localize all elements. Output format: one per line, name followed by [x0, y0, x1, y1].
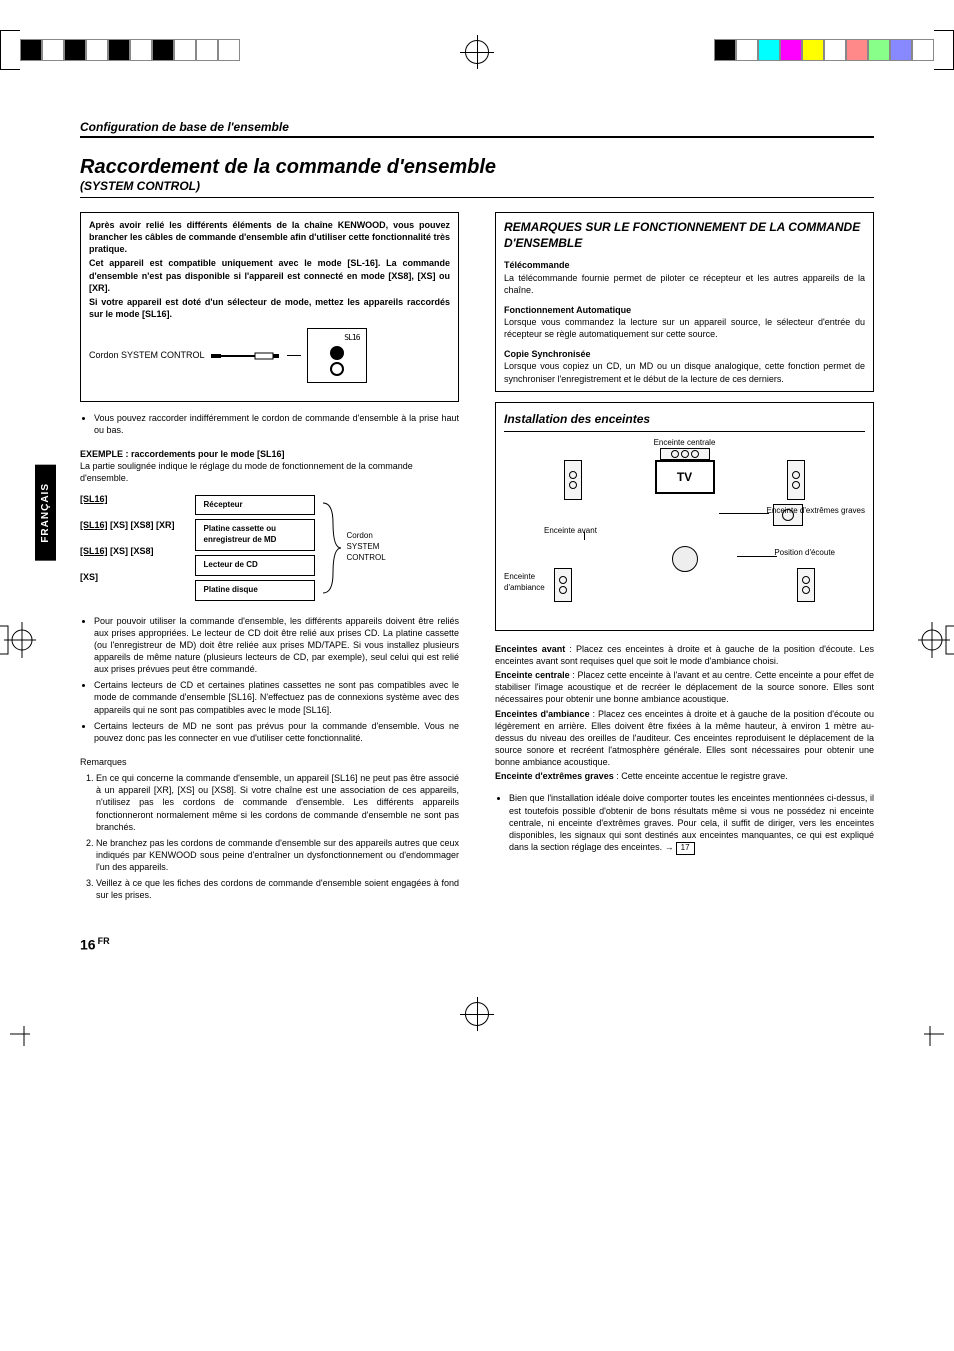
crop-marks-top — [0, 0, 954, 80]
right-remarks-box: REMARQUES SUR LE FONCTIONNEMENT DE LA CO… — [495, 212, 874, 392]
body-text: Lorsque vous commandez la lecture sur un… — [504, 316, 865, 340]
center-speaker-icon — [660, 448, 710, 460]
sub-heading: Copie Synchronisée — [504, 348, 865, 360]
crop-marks-bottom — [0, 992, 954, 1052]
bracket-icon — [321, 493, 341, 603]
bullet-item: Certains lecteurs de MD ne sont pas prév… — [94, 720, 459, 744]
page-number: 16FR — [80, 936, 874, 953]
page-ref-icon: 17 — [676, 842, 695, 855]
speaker-paragraph: Enceinte centrale : Placez cette enceint… — [495, 669, 874, 705]
intro-p1: Après avoir relié les différents élément… — [89, 219, 450, 255]
page-subtitle: (SYSTEM CONTROL) — [80, 179, 874, 193]
surround-right-speaker-icon — [797, 568, 815, 602]
final-bullet: Bien que l'installation idéale doive com… — [509, 792, 874, 854]
example-box-tape: Platine cassette ou enregistreur de MD — [195, 519, 315, 551]
intro-p3: Si votre appareil est doté d'un sélecteu… — [89, 296, 450, 320]
right-column: REMARQUES SUR LE FONCTIONNEMENT DE LA CO… — [495, 212, 874, 906]
cord-label: Cordon SYSTEM CONTROL — [89, 349, 205, 361]
example-conn-label: Cordon SYSTEM CONTROL — [347, 531, 397, 563]
front-left-speaker-icon — [564, 460, 582, 500]
example-heading: EXEMPLE : raccordements pour le mode [SL… — [80, 448, 459, 460]
intro-box: Après avoir relié les différents élément… — [80, 212, 459, 402]
tv-icon: TV — [655, 460, 715, 494]
sub-heading: Fonctionnement Automatique — [504, 304, 865, 316]
example-diagram: [SL16] [SL16] [XS] [XS8] [XR] [SL16] [XS… — [80, 493, 459, 603]
example-box-cd: Lecteur de CD — [195, 555, 315, 576]
example-text: La partie soulignée indique le réglage d… — [80, 460, 459, 484]
speaker-paragraph: Enceinte d'extrêmes graves : Cette encei… — [495, 770, 874, 782]
sl16-jack-box: SL16 — [307, 328, 367, 383]
speaker-install-box: Installation des enceintes Enceinte cent… — [495, 402, 874, 631]
speaker-diagram: Enceinte centrale TV Enceinte d'extrêmes… — [504, 438, 865, 618]
remark-item: Veillez à ce que les fiches des cordons … — [96, 877, 459, 901]
remarks-heading: Remarques — [80, 756, 459, 768]
registration-mark-top — [465, 40, 489, 64]
section-heading: REMARQUES SUR LE FONCTIONNEMENT DE LA CO… — [504, 219, 865, 251]
section-heading: Installation des enceintes — [504, 411, 865, 427]
listener-icon — [672, 546, 698, 572]
bullet-item: Pour pouvoir utiliser la commande d'ense… — [94, 615, 459, 676]
sub-heading: Télécommande — [504, 259, 865, 271]
remark-item: En ce qui concerne la commande d'ensembl… — [96, 772, 459, 833]
cable-plug-icon — [211, 351, 281, 361]
speaker-paragraph: Enceintes d'ambiance : Placez ces encein… — [495, 708, 874, 769]
note-item: Vous pouvez raccorder indifféremment le … — [94, 412, 459, 436]
front-right-speaker-icon — [787, 460, 805, 500]
example-box-turntable: Platine disque — [195, 580, 315, 601]
left-bullets: Pour pouvoir utiliser la commande d'ense… — [80, 615, 459, 744]
example-box-receiver: Récepteur — [195, 495, 315, 516]
remark-item: Ne branchez pas les cordons de commande … — [96, 837, 459, 873]
remarks-list: En ce qui concerne la commande d'ensembl… — [80, 772, 459, 901]
registration-mark-bottom — [465, 1002, 489, 1026]
body-text: Lorsque vous copiez un CD, un MD ou un d… — [504, 360, 865, 384]
running-header: Configuration de base de l'ensemble — [80, 120, 874, 138]
speaker-paragraph: Enceintes avant : Placez ces enceintes à… — [495, 643, 874, 667]
page-title: Raccordement de la commande d'ensemble — [80, 156, 874, 179]
body-text: La télécommande fournie permet de pilote… — [504, 272, 865, 296]
intro-p2: Cet appareil est compatible uniquement a… — [89, 257, 450, 293]
bullet-item: Certains lecteurs de CD et certaines pla… — [94, 679, 459, 715]
language-tab: FRANÇAIS — [35, 465, 56, 561]
left-column: Après avoir relié les différents élément… — [80, 212, 459, 906]
